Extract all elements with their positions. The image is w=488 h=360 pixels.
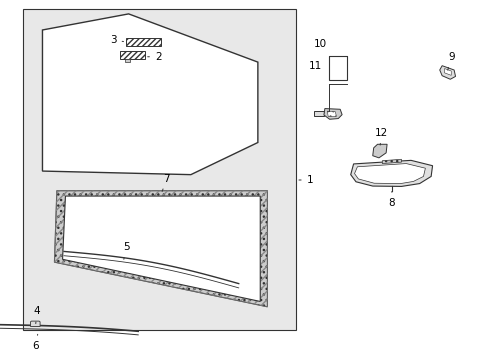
- Text: 3: 3: [110, 35, 123, 45]
- Polygon shape: [326, 111, 336, 116]
- Polygon shape: [354, 163, 425, 184]
- Polygon shape: [439, 66, 455, 79]
- Polygon shape: [372, 144, 386, 158]
- Text: 5: 5: [122, 242, 129, 259]
- Text: 4: 4: [33, 306, 40, 324]
- Text: 6: 6: [32, 334, 39, 351]
- Text: 8: 8: [388, 192, 394, 208]
- Bar: [120, 51, 144, 59]
- Bar: [126, 38, 161, 46]
- Text: 1: 1: [298, 175, 313, 185]
- Polygon shape: [444, 68, 450, 75]
- Text: 11: 11: [308, 61, 321, 71]
- Polygon shape: [323, 109, 342, 119]
- Polygon shape: [350, 160, 432, 186]
- Polygon shape: [62, 196, 260, 301]
- Polygon shape: [54, 191, 267, 307]
- Bar: [328, 56, 346, 80]
- Polygon shape: [382, 159, 401, 163]
- Text: 7: 7: [162, 174, 170, 192]
- FancyBboxPatch shape: [23, 9, 296, 330]
- Polygon shape: [124, 59, 129, 62]
- Text: 10: 10: [313, 39, 326, 49]
- Text: 12: 12: [374, 128, 387, 145]
- Text: 9: 9: [447, 52, 454, 70]
- Text: 2: 2: [147, 52, 161, 62]
- Polygon shape: [30, 321, 40, 327]
- Polygon shape: [314, 111, 323, 116]
- Polygon shape: [42, 14, 257, 175]
